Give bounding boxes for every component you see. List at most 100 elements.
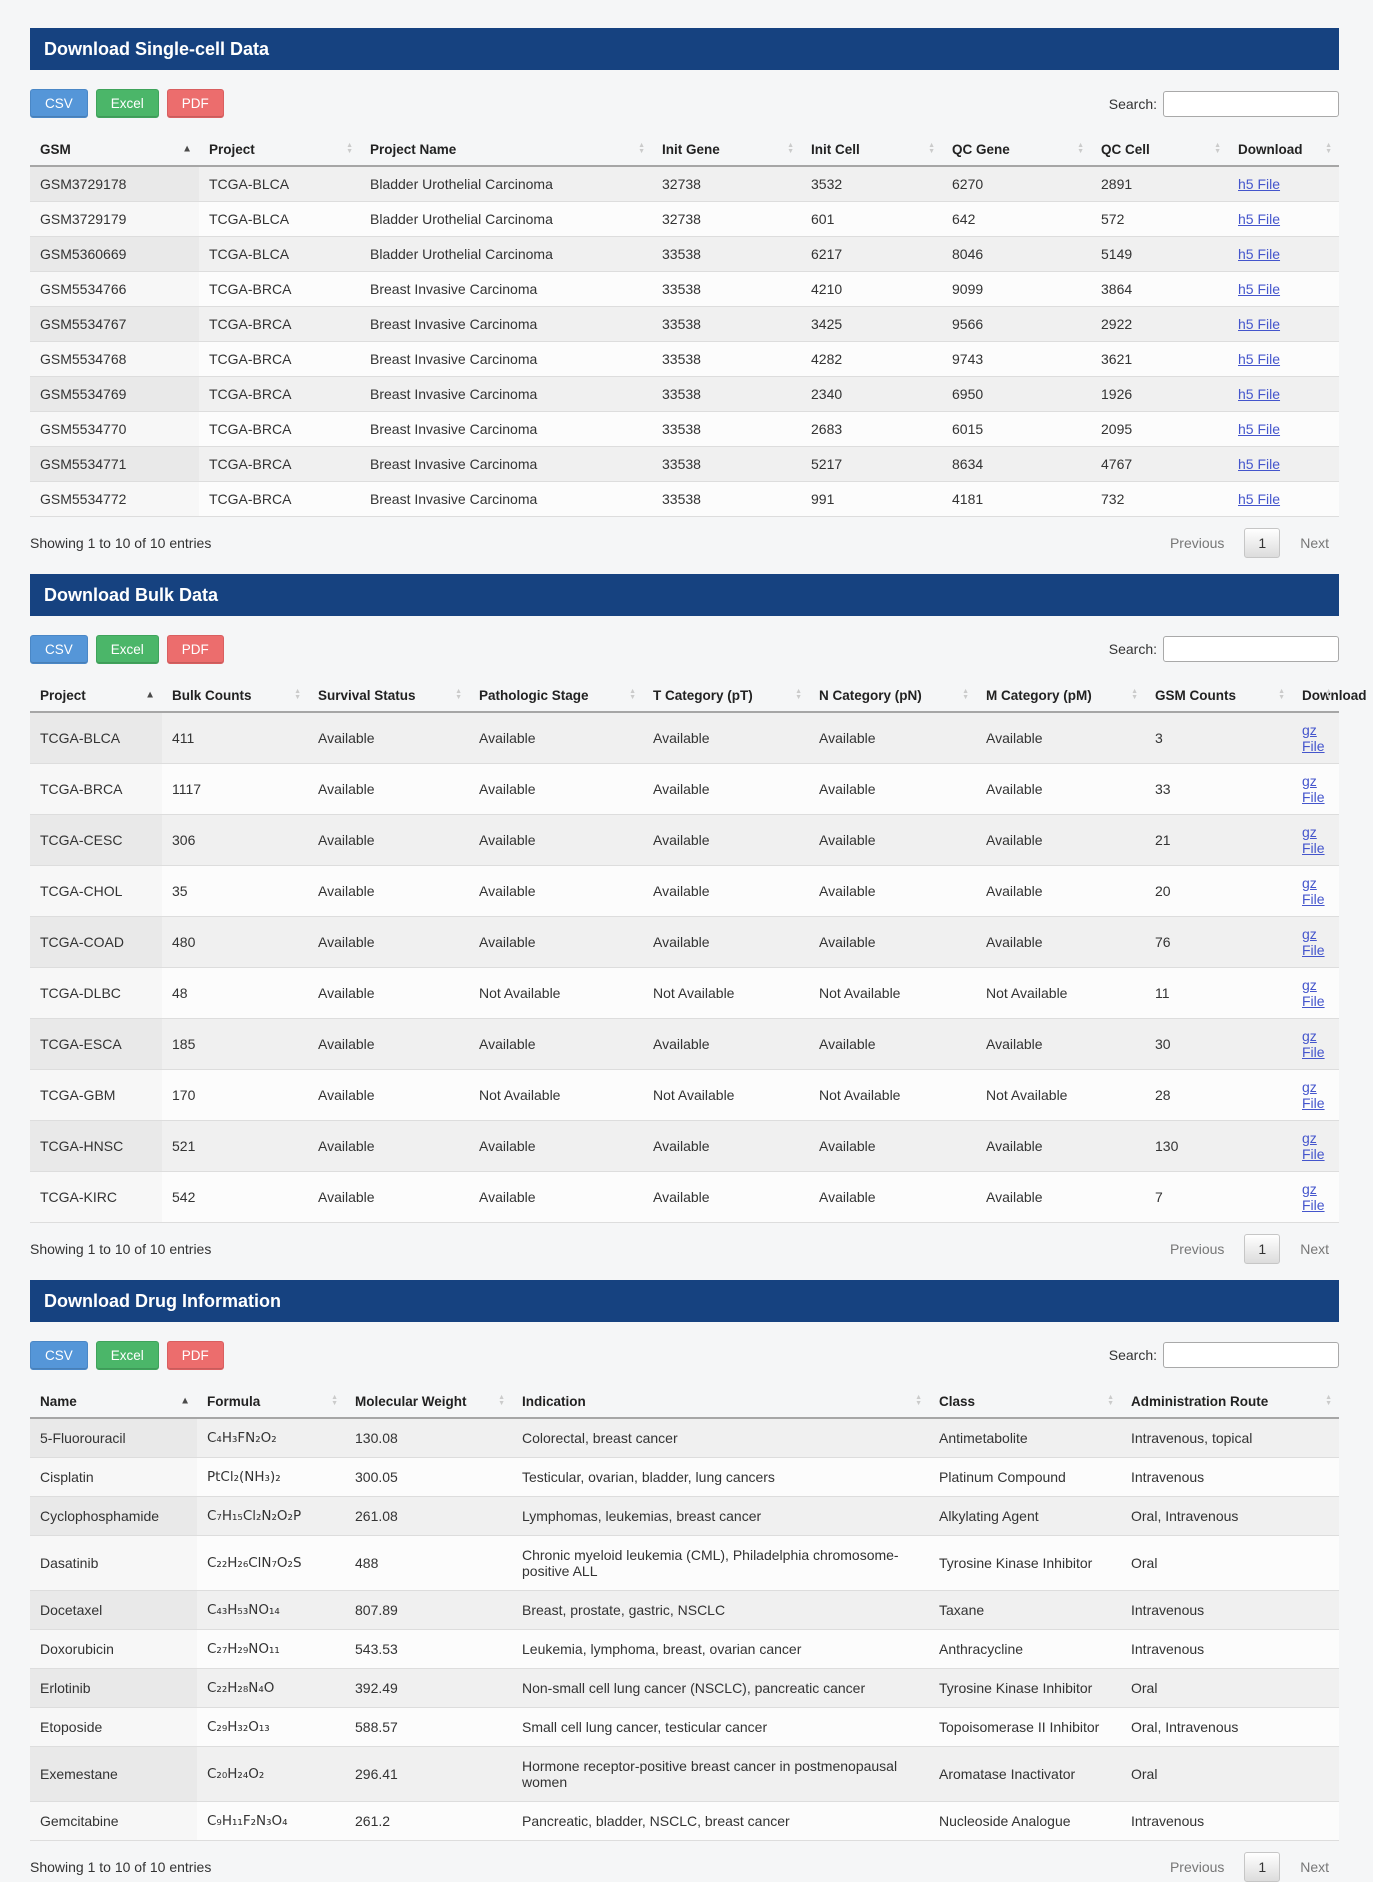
download-link[interactable]: h5 File — [1238, 315, 1281, 332]
table-cell-pathologic-stage: Available — [469, 763, 643, 815]
pagination-next[interactable]: Next — [1300, 1858, 1329, 1875]
table-cell-download: h5 File — [1228, 446, 1339, 482]
download-link[interactable]: h5 File — [1238, 175, 1281, 192]
column-header-qc-cell[interactable]: QC Cell — [1091, 133, 1228, 167]
csv-button[interactable]: CSV — [30, 89, 88, 118]
download-link[interactable]: gz File — [1302, 925, 1325, 958]
download-link[interactable]: gz File — [1302, 823, 1325, 856]
download-link[interactable]: gz File — [1302, 721, 1325, 754]
download-link[interactable]: h5 File — [1238, 385, 1281, 402]
pagination-previous[interactable]: Previous — [1169, 534, 1225, 551]
csv-button[interactable]: CSV — [30, 634, 88, 664]
table-cell-init-cell: 2683 — [801, 411, 942, 447]
table-cell-gsm-counts: 7 — [1145, 1171, 1292, 1223]
column-label: Download — [1302, 687, 1367, 703]
download-link[interactable]: gz File — [1302, 1180, 1325, 1213]
column-header-t-category-pt[interactable]: T Category (pT) — [643, 678, 809, 713]
sort-icon — [346, 143, 353, 155]
table-cell-molecular-weight: 300.05 — [345, 1457, 512, 1497]
column-header-download[interactable]: Download — [1292, 678, 1367, 713]
table-cell-project-name: Breast Invasive Carcinoma — [360, 306, 652, 342]
table-cell-name: 5-Fluorouracil — [30, 1417, 197, 1458]
table-cell-molecular-weight: 807.89 — [345, 1590, 512, 1630]
pdf-button[interactable]: PDF — [166, 89, 224, 118]
column-header-survival-status[interactable]: Survival Status — [308, 678, 469, 713]
table-cell-class: Platinum Compound — [929, 1457, 1121, 1497]
download-link[interactable]: h5 File — [1238, 420, 1281, 437]
pagination-previous[interactable]: Previous — [1169, 1858, 1225, 1875]
column-header-gsm[interactable]: GSM — [30, 133, 199, 167]
table-cell-qc-gene: 9743 — [942, 341, 1091, 377]
table-cell-download: h5 File — [1228, 341, 1339, 377]
search-input[interactable] — [1163, 90, 1339, 117]
table-cell-gsm: GSM5534766 — [30, 271, 199, 307]
table-row: GSM5360669 TCGA-BLCA Bladder Urothelial Ca… — [30, 236, 1339, 272]
table-cell-project: TCGA-KIRC — [30, 1171, 162, 1223]
table-row: TCGA-HNSC 521 Available Available Available A… — [30, 1120, 1339, 1172]
pagination-next[interactable]: Next — [1300, 1240, 1329, 1257]
excel-button[interactable]: Excel — [95, 89, 159, 118]
download-link[interactable]: gz File — [1302, 772, 1325, 805]
table-cell-n-category-pn: Available — [809, 916, 976, 968]
pagination-page-1[interactable]: 1 — [1244, 1233, 1281, 1264]
table-row: TCGA-GBM 170 Available Not Available Not Ava… — [30, 1069, 1339, 1121]
column-header-bulk-counts[interactable]: Bulk Counts — [162, 678, 308, 713]
table-cell-init-cell: 6217 — [801, 236, 942, 272]
table-cell-gsm-counts: 30 — [1145, 1018, 1292, 1070]
table-row: Etoposide C₂₉H₃₂O₁₃ 588.57 Small cell lung … — [30, 1707, 1339, 1747]
table-cell-t-category-pt: Available — [643, 1120, 809, 1172]
table-cell-bulk-counts: 411 — [162, 711, 308, 764]
download-link[interactable]: h5 File — [1238, 280, 1281, 297]
column-header-m-category-pm[interactable]: M Category (pM) — [976, 678, 1145, 713]
download-link[interactable]: gz File — [1302, 874, 1325, 907]
download-link[interactable]: h5 File — [1238, 210, 1281, 227]
table-cell-qc-cell: 2095 — [1091, 411, 1228, 447]
table-cell-molecular-weight: 543.53 — [345, 1629, 512, 1669]
table-cell-formula: C₂₀H₂₄O₂ — [197, 1746, 345, 1802]
pagination-previous[interactable]: Previous — [1169, 1240, 1225, 1257]
column-header-init-cell[interactable]: Init Cell — [801, 133, 942, 167]
download-link[interactable]: h5 File — [1238, 455, 1281, 472]
download-link[interactable]: h5 File — [1238, 490, 1281, 507]
column-header-project[interactable]: Project — [30, 678, 162, 713]
download-link[interactable]: gz File — [1302, 1078, 1325, 1111]
pagination-page-1[interactable]: 1 — [1244, 1851, 1281, 1882]
search-input[interactable] — [1163, 1342, 1339, 1369]
table-cell-class: Anthracycline — [929, 1629, 1121, 1669]
table-row: GSM5534769 TCGA-BRCA Breast Invasive Carci… — [30, 376, 1339, 412]
column-header-indication[interactable]: Indication — [512, 1384, 929, 1419]
search-input[interactable] — [1163, 636, 1339, 663]
column-header-project[interactable]: Project — [199, 133, 360, 167]
csv-button[interactable]: CSV — [30, 1340, 88, 1370]
table-cell-name: Exemestane — [30, 1746, 197, 1802]
excel-button[interactable]: Excel — [95, 634, 159, 664]
download-link[interactable]: h5 File — [1238, 350, 1281, 367]
pagination-next[interactable]: Next — [1300, 534, 1329, 551]
column-header-n-category-pn[interactable]: N Category (pN) — [809, 678, 976, 713]
column-header-project-name[interactable]: Project Name — [360, 133, 652, 167]
table-cell-gsm-counts: 20 — [1145, 865, 1292, 917]
column-header-name[interactable]: Name — [30, 1384, 197, 1419]
column-header-gsm-counts[interactable]: GSM Counts — [1145, 678, 1292, 713]
column-header-qc-gene[interactable]: QC Gene — [942, 133, 1091, 167]
column-header-molecular-weight[interactable]: Molecular Weight — [345, 1384, 512, 1419]
sort-icon — [1131, 689, 1138, 701]
column-header-init-gene[interactable]: Init Gene — [652, 133, 801, 167]
download-link[interactable]: gz File — [1302, 1129, 1325, 1162]
download-link[interactable]: gz File — [1302, 1027, 1325, 1060]
table-cell-project: TCGA-BLCA — [199, 201, 360, 237]
download-link[interactable]: gz File — [1302, 976, 1325, 1009]
table-cell-init-gene: 33538 — [652, 446, 801, 482]
column-header-pathologic-stage[interactable]: Pathologic Stage — [469, 678, 643, 713]
column-header-download[interactable]: Download — [1228, 133, 1339, 167]
column-header-formula[interactable]: Formula — [197, 1384, 345, 1419]
pdf-button[interactable]: PDF — [166, 1340, 224, 1370]
table-cell-class: Nucleoside Analogue — [929, 1801, 1121, 1841]
pdf-button[interactable]: PDF — [166, 634, 224, 664]
column-header-class[interactable]: Class — [929, 1384, 1121, 1419]
pagination-page-1[interactable]: 1 — [1244, 527, 1281, 558]
download-link[interactable]: h5 File — [1238, 245, 1281, 262]
column-header-administration-route[interactable]: Administration Route — [1121, 1384, 1339, 1419]
table-cell-survival-status: Available — [308, 916, 469, 968]
excel-button[interactable]: Excel — [95, 1340, 159, 1370]
